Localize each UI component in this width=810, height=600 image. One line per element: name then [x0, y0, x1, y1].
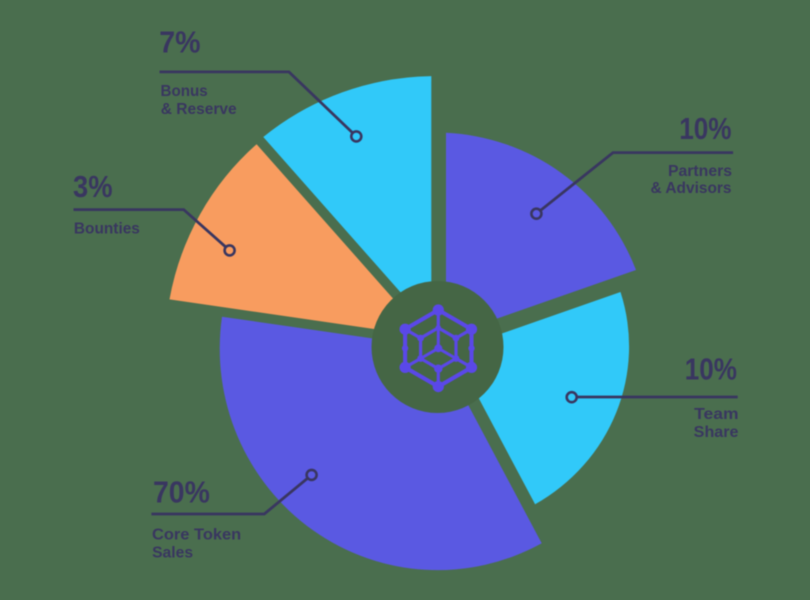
- svg-text:Bonus: Bonus: [161, 83, 208, 100]
- svg-text:3%: 3%: [73, 170, 113, 204]
- svg-text:Bounties: Bounties: [74, 221, 140, 238]
- svg-text:& Reserve: & Reserve: [161, 101, 237, 118]
- svg-text:Sales: Sales: [152, 544, 193, 561]
- svg-text:7%: 7%: [159, 26, 200, 60]
- svg-text:Share: Share: [694, 424, 739, 441]
- svg-text:Core Token: Core Token: [152, 526, 241, 543]
- svg-text:70%: 70%: [153, 475, 210, 509]
- svg-text:Team: Team: [694, 406, 738, 423]
- svg-text:Partners: Partners: [668, 163, 732, 180]
- svg-text:10%: 10%: [685, 352, 737, 386]
- svg-text:10%: 10%: [679, 112, 731, 146]
- svg-text:& Advisors: & Advisors: [651, 180, 732, 197]
